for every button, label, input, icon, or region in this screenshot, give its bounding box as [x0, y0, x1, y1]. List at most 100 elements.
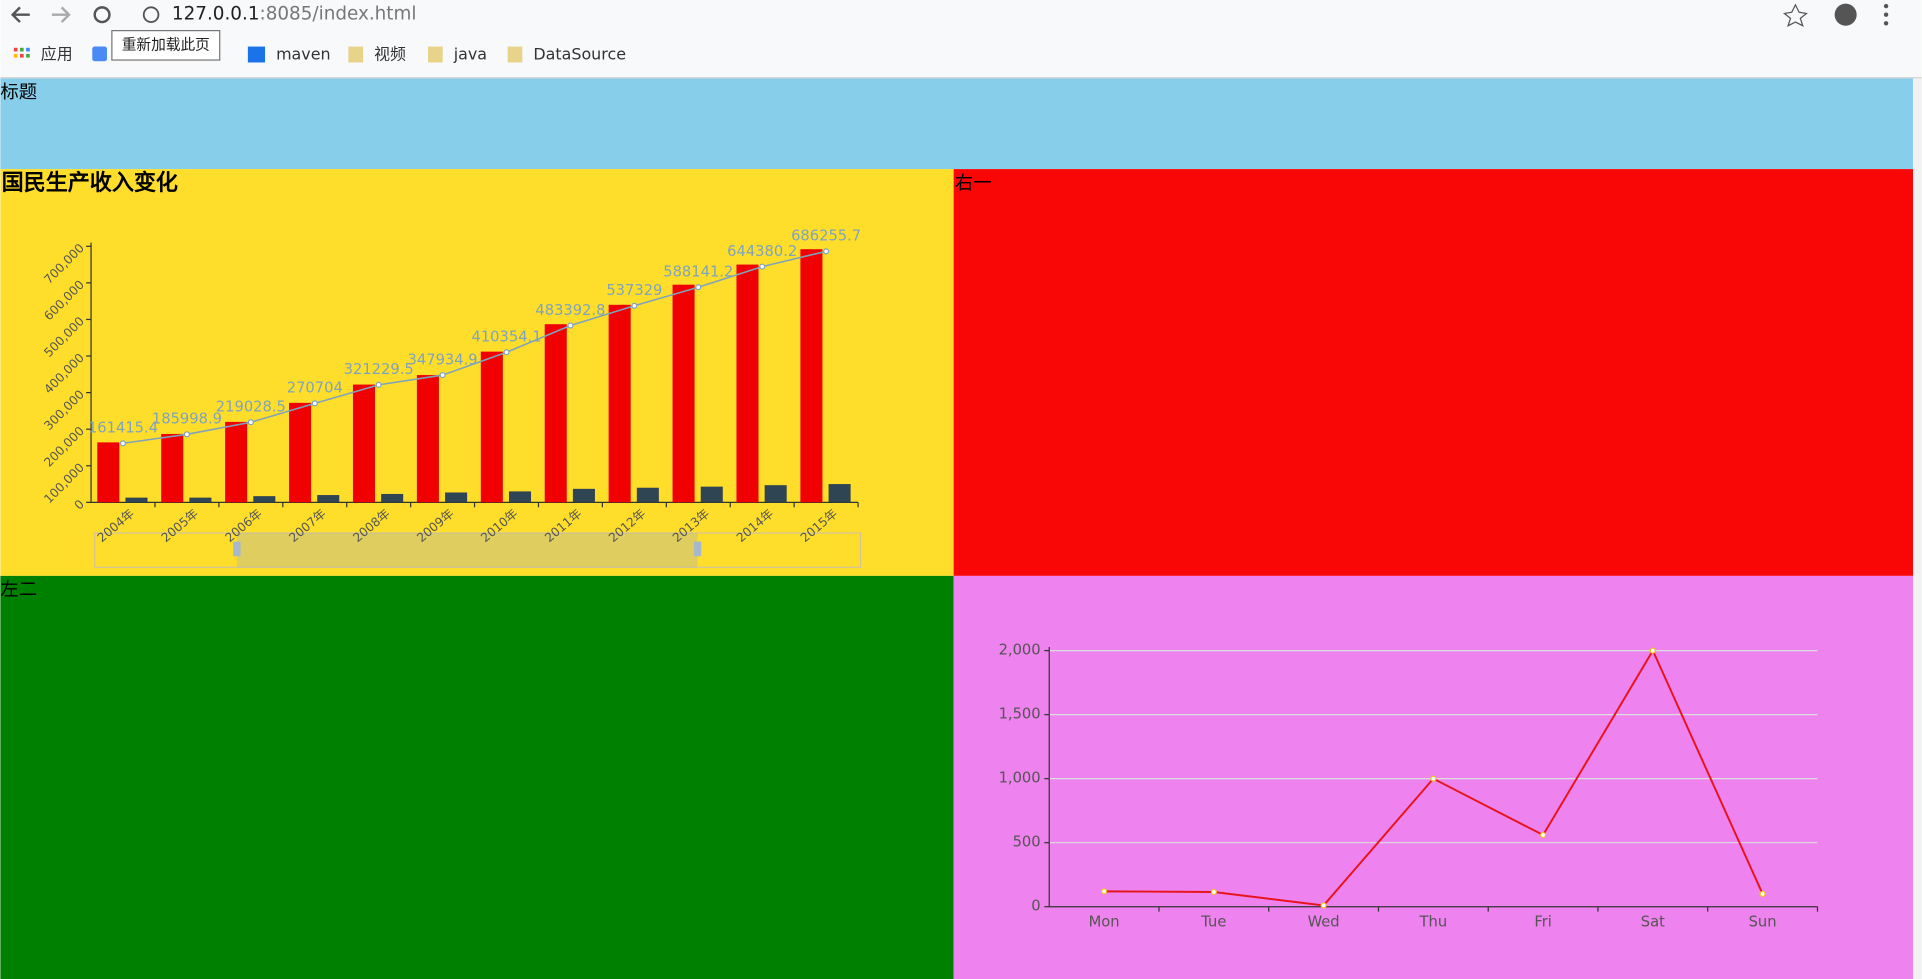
- bar: [672, 284, 695, 503]
- y-tick-label: 1,500: [999, 706, 1041, 723]
- bar: [189, 497, 212, 503]
- bar: [289, 402, 312, 503]
- zoom-window[interactable]: [236, 532, 698, 568]
- line-point: [1101, 888, 1108, 895]
- bookmark[interactable]: java: [453, 45, 487, 64]
- x-tick-label: Sat: [1641, 914, 1665, 931]
- scrollbar[interactable]: [1913, 78, 1922, 979]
- bar: [608, 304, 631, 503]
- line-point: [695, 284, 702, 291]
- header-text: 标题: [0, 82, 37, 103]
- bar: [736, 264, 759, 503]
- panel-right-one: [953, 169, 1914, 576]
- y-tick-label: 2,000: [999, 642, 1041, 659]
- bar: [480, 351, 503, 503]
- bookmark[interactable]: 视频: [374, 45, 406, 64]
- line-point: [631, 302, 638, 309]
- data-label: 161415.4: [88, 420, 158, 437]
- url-path: :8085/index.html: [260, 4, 417, 25]
- data-label: 410354.1: [471, 329, 541, 346]
- tooltip: [111, 30, 221, 61]
- bar: [544, 324, 567, 503]
- y-tick-label: 500: [1013, 834, 1041, 851]
- line-point: [183, 431, 190, 438]
- info-icon[interactable]: [142, 6, 160, 23]
- tooltip-text: 重新加载此页: [122, 36, 210, 53]
- line-point: [247, 419, 254, 426]
- bar: [416, 375, 439, 503]
- data-label: 321229.5: [344, 361, 414, 378]
- line-point: [823, 248, 830, 255]
- data-label: 347934.9: [408, 351, 478, 368]
- line-point: [567, 322, 574, 329]
- data-label: 219028.5: [216, 399, 286, 416]
- panel-left-one: [0, 169, 954, 576]
- x-tick-label: Mon: [1089, 914, 1120, 931]
- account-icon[interactable]: [1834, 3, 1857, 26]
- line-point: [439, 372, 446, 379]
- y-tick-label: 1,000: [999, 770, 1041, 787]
- bar: [317, 495, 340, 503]
- x-tick-label: Tue: [1200, 914, 1226, 931]
- line-point: [503, 349, 510, 356]
- line: [122, 250, 827, 445]
- bookmarks: 应用 maven 视频 java DataSource: [13, 45, 626, 64]
- bar: [352, 384, 376, 503]
- menu-icon[interactable]: [1883, 3, 1889, 26]
- bar: [828, 484, 851, 503]
- bar: [700, 486, 723, 503]
- url-host: 127.0.0.1: [172, 4, 260, 25]
- data-zoom[interactable]: [94, 532, 862, 568]
- line-point: [375, 381, 382, 388]
- folder-icon: [507, 46, 523, 63]
- zoom-track: [94, 532, 862, 568]
- bookmark-icon: [247, 46, 266, 63]
- reload-button[interactable]: [93, 6, 111, 24]
- x-tick-label: Wed: [1308, 914, 1340, 931]
- bookmark[interactable]: maven: [276, 45, 331, 64]
- url[interactable]: 127.0.0.1:8085/index.html: [172, 4, 417, 25]
- panel-label: 左二: [0, 580, 37, 601]
- folder-icon: [428, 46, 443, 63]
- bar: [764, 485, 787, 503]
- line-point: [1430, 775, 1437, 782]
- data-label: 537329: [606, 282, 662, 299]
- data-label: 686255.7: [791, 228, 861, 245]
- header: [0, 78, 1914, 170]
- panel-left-two: [0, 575, 954, 979]
- bar: [800, 249, 823, 503]
- y-tick-label: 0: [1031, 898, 1040, 915]
- line-point: [311, 400, 318, 407]
- bar: [636, 487, 659, 503]
- folder-icon: [348, 46, 364, 63]
- zoom-handle[interactable]: [233, 541, 241, 557]
- bar: [225, 421, 248, 503]
- back-button[interactable]: [10, 6, 30, 23]
- zoom-handle[interactable]: [693, 541, 702, 557]
- bar: [161, 433, 184, 503]
- data-label: 483392.8: [535, 302, 605, 319]
- bookmark[interactable]: DataSource: [533, 45, 626, 64]
- star-icon[interactable]: [1782, 3, 1808, 27]
- line-point: [1210, 888, 1217, 896]
- bar: [97, 442, 120, 503]
- bookmark-icon: [92, 46, 107, 62]
- line-point: [119, 440, 127, 447]
- x-tick-label: Fri: [1534, 914, 1552, 931]
- data-label: 588141.2: [663, 263, 733, 280]
- line-point: [759, 263, 766, 270]
- browser-bar: [0, 0, 1922, 78]
- data-label: 644380.2: [727, 243, 797, 260]
- bar: [125, 497, 148, 503]
- bar: [572, 488, 595, 503]
- line-point: [1320, 902, 1327, 909]
- data-label: 270704: [287, 380, 343, 397]
- apps-icon[interactable]: [13, 47, 30, 58]
- bookmark[interactable]: 应用: [41, 45, 73, 64]
- bar: [508, 491, 532, 503]
- line-point: [1649, 647, 1656, 654]
- data-label: 185998.9: [152, 411, 222, 428]
- bar: [253, 496, 276, 503]
- forward-button[interactable]: [51, 6, 71, 23]
- bar: [445, 492, 468, 503]
